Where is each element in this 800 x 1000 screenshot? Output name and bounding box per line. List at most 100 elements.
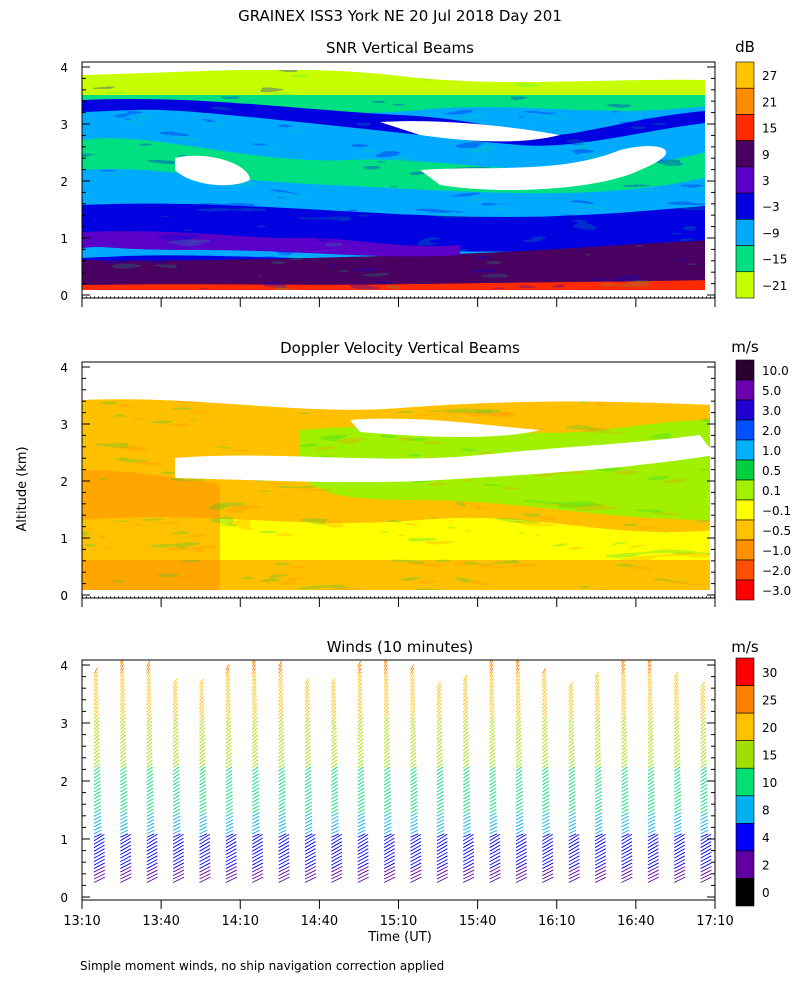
wind-barb	[383, 773, 391, 779]
wind-barb	[542, 762, 549, 769]
wind-barb	[120, 784, 128, 789]
wind-barb	[647, 748, 654, 755]
wind-barb	[647, 844, 659, 852]
wind-barb	[648, 654, 651, 660]
doppler-gap-bottom	[82, 590, 715, 598]
colorbar-swatch	[735, 399, 755, 421]
wind-barb	[146, 869, 158, 876]
wind-barb	[647, 755, 654, 762]
wind-barb	[357, 731, 364, 737]
wind-barb	[594, 727, 601, 734]
wind-barb	[463, 822, 471, 828]
wind-barb	[700, 682, 705, 688]
wind-barb	[225, 671, 230, 678]
wind-barb	[93, 766, 101, 772]
wind-barb	[252, 826, 260, 831]
wind-barb	[674, 794, 682, 800]
wind-barb	[436, 805, 444, 810]
doppler-panel-title: Doppler Velocity Vertical Beams	[280, 339, 520, 357]
wind-barb	[515, 866, 527, 873]
wind-barb	[436, 734, 443, 741]
wind-barb	[700, 833, 709, 838]
wind-barb	[357, 777, 365, 782]
wind-barb	[331, 822, 339, 828]
wind-barb	[120, 706, 126, 713]
wind-barb	[436, 858, 448, 866]
wind-barb	[251, 738, 258, 744]
wind-barb	[542, 841, 554, 849]
wind-barb	[93, 724, 100, 730]
wind-barb	[93, 762, 101, 769]
wind-barb	[542, 734, 548, 741]
wind-barb	[542, 873, 554, 880]
wind-barb	[199, 829, 208, 835]
wind-barb	[542, 738, 548, 744]
wind-barb	[542, 876, 554, 883]
wind-barb	[172, 759, 180, 765]
wind-barb	[621, 848, 633, 856]
wind-barb	[673, 703, 680, 709]
wind-barb	[172, 858, 185, 866]
wind-barb	[489, 738, 496, 744]
wind-barb	[278, 710, 284, 716]
colorbar-label: 27	[762, 69, 777, 83]
wind-barb	[304, 829, 313, 835]
wind-barb	[304, 766, 312, 772]
wind-barb	[436, 822, 445, 828]
wind-barb	[93, 713, 100, 720]
wind-barb	[225, 773, 233, 779]
wind-barb	[278, 745, 285, 751]
wind-barb	[199, 873, 211, 880]
wind-barb	[489, 780, 497, 786]
wind-barb	[462, 678, 468, 685]
wind-barb	[199, 815, 207, 821]
wind-barb	[621, 762, 628, 769]
wind-barb	[621, 696, 627, 702]
wind-barb	[146, 696, 152, 702]
wind-barb	[383, 664, 388, 671]
wind-barb	[331, 762, 338, 769]
wind-barb	[120, 848, 132, 856]
wind-barb	[515, 734, 522, 741]
wind-barb	[647, 678, 653, 685]
wind-barb	[542, 837, 554, 845]
wind-barb	[120, 777, 127, 782]
wind-barb	[199, 794, 207, 800]
wind-barb	[436, 692, 442, 699]
wind-barb	[251, 689, 257, 695]
wind-barb	[594, 734, 601, 741]
wind-barb	[594, 787, 602, 793]
wind-barb	[225, 873, 237, 880]
wind-barb	[383, 667, 389, 674]
wind-barb	[199, 699, 205, 706]
wind-barb	[410, 815, 418, 821]
wind-barb	[489, 848, 501, 856]
wind-barb	[304, 798, 312, 803]
wind-barb	[225, 713, 231, 720]
doppler-gap-top	[82, 362, 715, 410]
wind-barb	[172, 773, 180, 779]
wind-barb	[515, 784, 523, 789]
wind-barb	[383, 699, 389, 706]
wind-barb	[172, 815, 181, 821]
wind-barb	[515, 837, 527, 845]
wind-barb	[515, 674, 521, 681]
wind-barb	[673, 685, 679, 692]
wind-barb	[146, 841, 158, 849]
wind-barb	[542, 862, 554, 869]
wind-barb	[357, 762, 364, 769]
wind-barb	[278, 731, 285, 737]
wind-barb	[621, 731, 627, 737]
wind-barb	[489, 837, 501, 845]
wind-barb	[515, 699, 521, 706]
wind-barb	[304, 741, 311, 748]
wind-barb	[357, 710, 363, 716]
wind-barb	[647, 805, 655, 810]
wind-barb	[93, 866, 105, 873]
wind-barb	[120, 812, 128, 817]
wind-barb	[621, 748, 628, 755]
wind-barb	[225, 674, 231, 681]
wind-barb	[251, 770, 259, 775]
wind-barb	[331, 826, 339, 831]
